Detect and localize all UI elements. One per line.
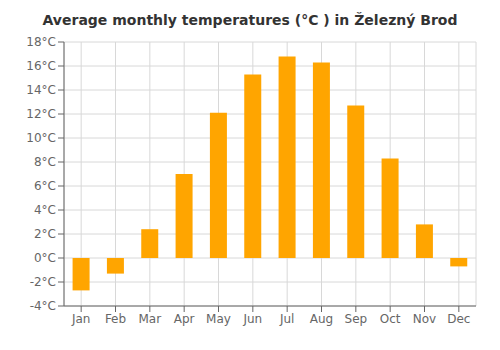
svg-text:Sep: Sep xyxy=(345,312,368,326)
svg-text:12°C: 12°C xyxy=(26,107,56,121)
svg-text:Oct: Oct xyxy=(380,312,401,326)
svg-text:14°C: 14°C xyxy=(26,83,56,97)
svg-text:Nov: Nov xyxy=(413,312,436,326)
svg-text:Apr: Apr xyxy=(174,312,195,326)
svg-text:May: May xyxy=(206,312,231,326)
svg-text:18°C: 18°C xyxy=(26,35,56,49)
svg-text:-2°C: -2°C xyxy=(30,275,56,289)
svg-text:10°C: 10°C xyxy=(26,131,56,145)
svg-text:2°C: 2°C xyxy=(34,227,56,241)
svg-text:16°C: 16°C xyxy=(26,59,56,73)
svg-text:6°C: 6°C xyxy=(34,179,56,193)
svg-text:Jan: Jan xyxy=(71,312,91,326)
svg-text:4°C: 4°C xyxy=(34,203,56,217)
svg-text:0°C: 0°C xyxy=(34,251,56,265)
svg-text:Jul: Jul xyxy=(279,312,294,326)
html-text:Average monthly temperatures (: Average monthly temperatures (°C ) in Že… xyxy=(42,12,458,28)
svg-text:Dec: Dec xyxy=(447,312,470,326)
svg-text:Aug: Aug xyxy=(310,312,333,326)
svg-text:-4°C: -4°C xyxy=(30,299,56,313)
svg-text:Feb: Feb xyxy=(105,312,126,326)
svg-text:Jun: Jun xyxy=(242,312,262,326)
svg-text:8°C: 8°C xyxy=(34,155,56,169)
svg-text:Mar: Mar xyxy=(139,312,162,326)
